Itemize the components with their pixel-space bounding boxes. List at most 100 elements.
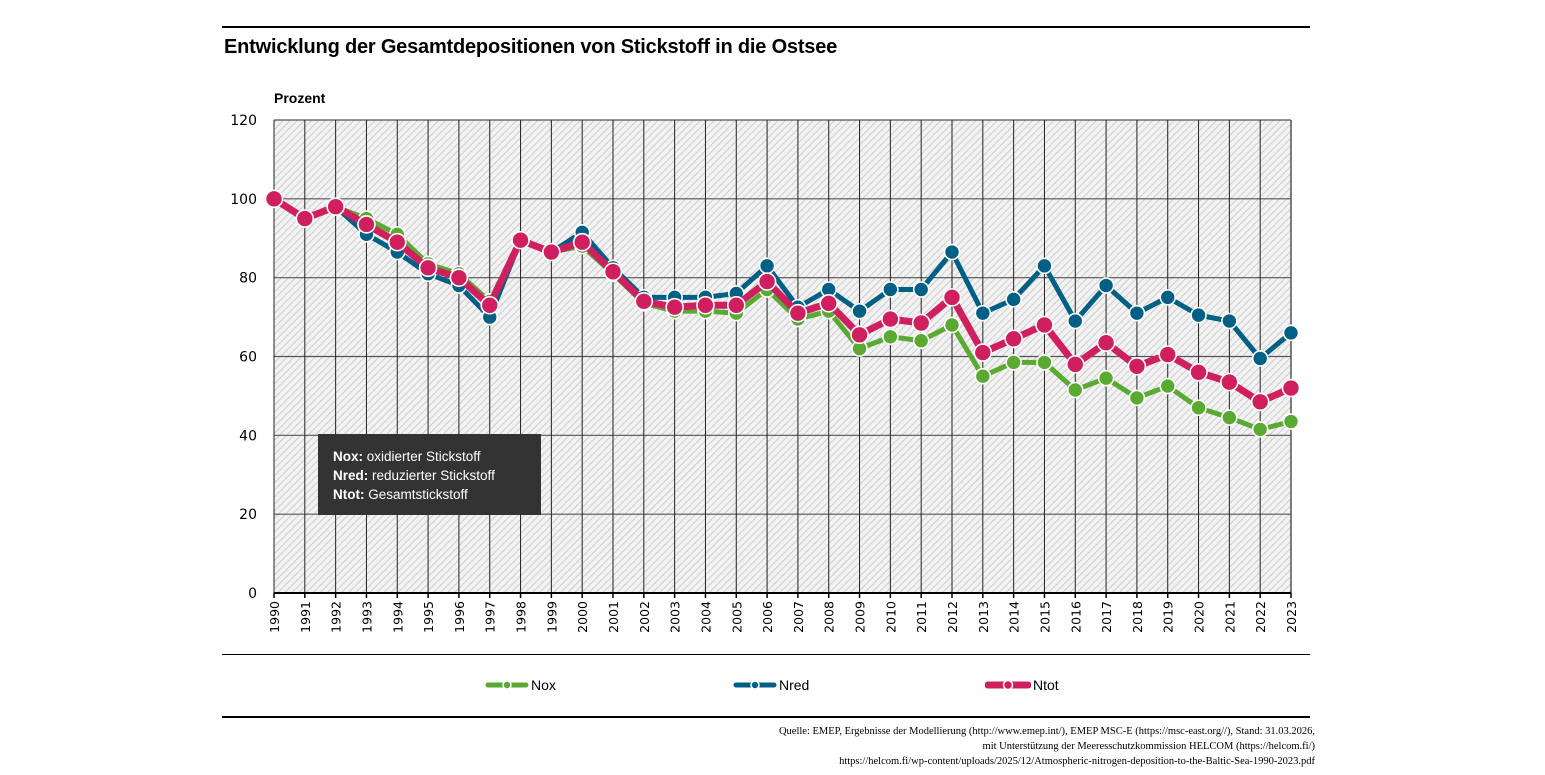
data-point-ntot	[1065, 355, 1085, 374]
data-point-nred	[758, 257, 776, 275]
data-point-ntot	[1127, 357, 1147, 376]
data-point-nox	[1128, 389, 1146, 407]
x-tick-label: 1991	[298, 601, 313, 633]
x-tick-label: 1996	[452, 601, 467, 633]
line-chart: 0 20 40 60 80 100 120 1990 1991 1992 1993 1994 1995…	[230, 113, 1301, 633]
data-point-nox	[1005, 354, 1022, 371]
x-tick-label: 2005	[729, 601, 744, 633]
x-tick-label: 2012	[945, 601, 960, 633]
y-tick-label: 60	[239, 350, 257, 366]
y-tick-label: 40	[239, 428, 257, 444]
x-tick-label: 2018	[1130, 601, 1145, 633]
x-tick-label: 2006	[760, 601, 775, 633]
x-tick-label: 2009	[853, 601, 868, 633]
legend-label-nox: Nox	[531, 677, 556, 693]
source-top-rule	[222, 716, 1310, 718]
source-line: Quelle: EMEP, Ergebnisse der Modellierun…	[778, 726, 1315, 737]
data-point-ntot	[1158, 345, 1178, 364]
y-tick-label: 0	[248, 586, 257, 602]
x-tick-label: 2017	[1099, 601, 1114, 633]
x-tick-label: 2001	[606, 601, 621, 633]
data-point-ntot	[757, 272, 777, 291]
data-point-ntot	[696, 295, 715, 315]
data-point-ntot	[1035, 315, 1054, 335]
y-axis-ticks: 0 20 40 60 80 100 120	[230, 113, 257, 602]
data-point-ntot	[387, 232, 407, 252]
data-point-nox	[974, 367, 992, 385]
abbreviation-info-box: Nox: oxidierter Stickstoff Nred: reduzie…	[318, 434, 541, 515]
data-point-nred	[1221, 312, 1238, 330]
x-tick-label: 2021	[1222, 601, 1237, 633]
data-point-ntot	[881, 309, 900, 329]
data-point-ntot	[418, 258, 438, 278]
data-point-ntot	[449, 268, 469, 287]
x-tick-label: 2000	[575, 601, 590, 633]
info-line-nox: Nox: oxidierter Stickstoff	[333, 449, 481, 464]
x-axis-ticks: 1990 1991 1992 1993 1994 1995 1996 1997 1998 1999…	[267, 593, 1299, 633]
x-tick-label: 2002	[637, 601, 652, 633]
data-point-nox	[1251, 421, 1269, 438]
x-tick-label: 2022	[1253, 601, 1268, 633]
data-point-nred	[1159, 289, 1177, 306]
data-point-ntot	[572, 232, 592, 252]
data-point-ntot	[542, 242, 561, 262]
data-point-ntot	[1004, 329, 1023, 349]
data-point-nred	[1097, 277, 1115, 294]
x-tick-label: 2023	[1284, 601, 1299, 633]
data-point-nred	[882, 281, 899, 298]
data-point-ntot	[973, 343, 993, 362]
data-point-nred	[974, 304, 992, 322]
data-point-ntot	[1220, 372, 1239, 392]
series-group	[264, 189, 1301, 438]
source-line: https://helcom.fi/wp-content/uploads/202…	[839, 756, 1315, 767]
legend-label-nred: Nred	[779, 677, 810, 693]
top-rule	[222, 26, 1310, 28]
x-tick-label: 2011	[914, 601, 929, 633]
x-tick-label: 2004	[698, 601, 713, 633]
x-tick-label: 2019	[1161, 601, 1176, 633]
x-tick-label: 1997	[483, 601, 498, 633]
legend-line-marker-icon	[733, 680, 777, 690]
source-note: Quelle: EMEP, Ergebnisse der Modellierun…	[779, 724, 1315, 769]
data-point-nred	[1190, 306, 1207, 324]
data-point-nox	[882, 328, 899, 346]
series-line-nred	[271, 196, 1294, 361]
data-point-nox	[1190, 399, 1207, 417]
legend-top-rule	[222, 654, 1310, 655]
legend-item-nox[interactable]: Nox	[485, 676, 556, 694]
legend-item-ntot[interactable]: Ntot	[985, 676, 1059, 694]
legend-item-nred[interactable]: Nred	[733, 676, 809, 694]
x-tick-label: 2003	[668, 601, 683, 633]
y-tick-label: 80	[239, 271, 257, 287]
info-line-ntot: Ntot: Gesamtstickstoff	[333, 487, 468, 502]
data-point-ntot	[603, 262, 623, 282]
data-point-nred	[1066, 312, 1084, 330]
legend-line-marker-icon	[985, 679, 1031, 691]
data-point-nred	[943, 243, 961, 261]
data-point-nred	[1251, 350, 1269, 367]
chart-title: Entwicklung der Gesamtdepositionen von S…	[224, 36, 838, 58]
x-tick-label: 2015	[1037, 601, 1052, 633]
x-tick-label: 2007	[791, 601, 806, 633]
data-point-nred	[1005, 291, 1022, 308]
data-point-ntot	[1250, 392, 1270, 412]
data-point-ntot	[911, 313, 931, 333]
x-tick-label: 2010	[883, 601, 898, 633]
data-point-ntot	[788, 303, 808, 323]
data-point-nox	[1159, 377, 1177, 395]
data-point-nox	[1097, 369, 1115, 387]
data-point-ntot	[942, 288, 962, 307]
data-point-nox	[943, 316, 961, 334]
data-point-ntot	[819, 293, 839, 313]
x-tick-label: 2013	[976, 601, 991, 633]
series-line-nox	[271, 196, 1294, 432]
data-point-nred	[1128, 304, 1146, 322]
x-tick-label: 1990	[267, 601, 282, 633]
x-tick-label: 2016	[1068, 601, 1083, 633]
x-tick-label: 1995	[421, 601, 436, 633]
data-point-ntot	[511, 230, 530, 250]
series-line-ntot	[270, 195, 1295, 406]
y-tick-label: 20	[239, 507, 257, 523]
x-tick-label: 1992	[329, 601, 344, 633]
data-point-nred	[912, 281, 930, 298]
